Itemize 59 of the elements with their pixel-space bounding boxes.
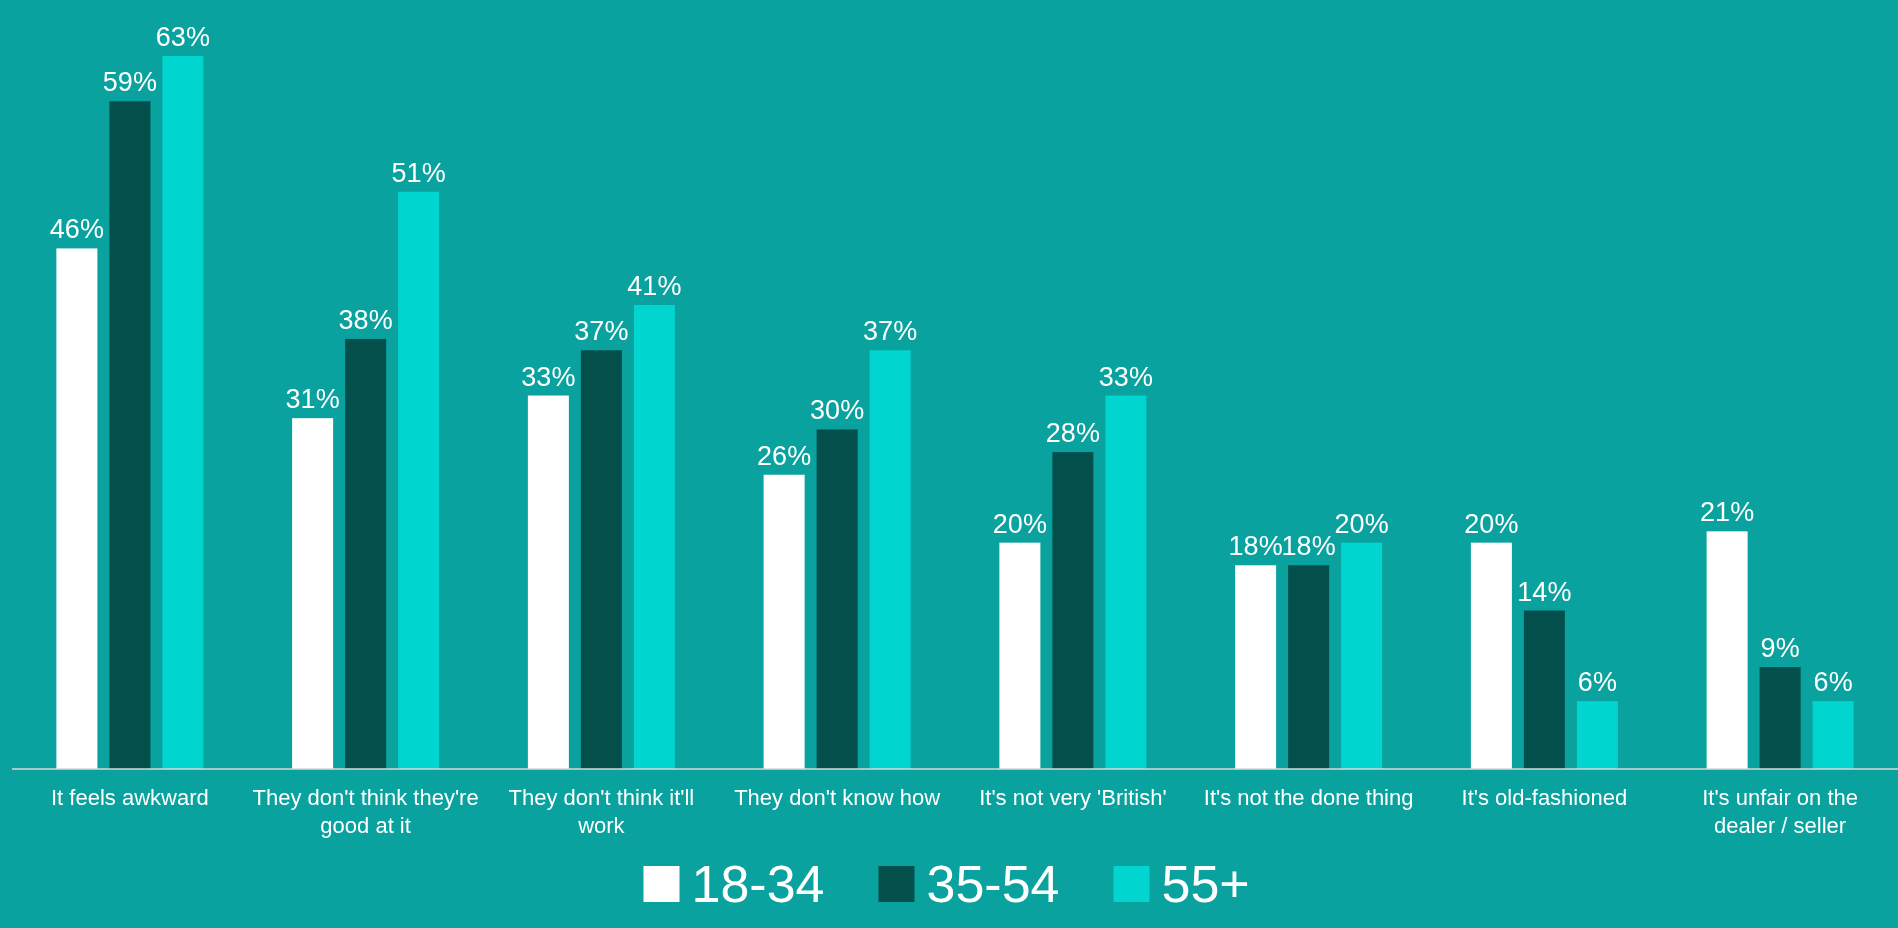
data-label: 18% (1281, 531, 1336, 562)
legend-label: 35-54 (926, 855, 1060, 913)
bar (999, 542, 1041, 769)
data-label: 41% (627, 270, 682, 301)
data-label: 6% (1577, 667, 1617, 698)
bar (345, 338, 387, 769)
legend-label: 18-34 (691, 855, 825, 913)
x-tick-label: It's not very 'British' (979, 785, 1167, 810)
data-label: 59% (102, 67, 157, 98)
data-label: 18% (1228, 531, 1283, 562)
bar (292, 418, 334, 769)
bar (1812, 701, 1854, 769)
data-label: 37% (574, 316, 629, 347)
bar (1052, 452, 1094, 769)
bar (1341, 542, 1383, 769)
data-label: 20% (1334, 508, 1389, 539)
bar (162, 56, 204, 769)
data-label: 21% (1700, 497, 1755, 528)
bar (527, 395, 569, 769)
data-label: 9% (1760, 633, 1800, 664)
bar (1105, 395, 1147, 769)
data-label: 14% (1517, 576, 1572, 607)
x-tick-label: They don't think it'll work (508, 785, 695, 838)
x-tick-label: They don't know how (734, 785, 941, 810)
bar (1523, 610, 1565, 769)
bar (763, 474, 805, 769)
x-tick-label: It's unfair on the dealer / seller (1702, 785, 1859, 838)
data-label: 31% (285, 384, 340, 415)
bar (580, 350, 622, 769)
data-label: 37% (863, 316, 918, 347)
data-label: 28% (1045, 418, 1100, 449)
x-tick-label: It's not the done thing (1203, 785, 1414, 810)
data-label: 63% (155, 22, 210, 52)
data-label: 51% (391, 157, 446, 188)
bar (1706, 531, 1748, 769)
legend-label: 55+ (1161, 855, 1250, 913)
data-label: 26% (757, 440, 812, 471)
bar (869, 350, 911, 769)
bar (633, 304, 675, 769)
x-tick-label: They don't think they're good at it (252, 785, 479, 838)
data-label: 38% (338, 304, 393, 335)
data-label: 30% (810, 395, 865, 426)
bar (56, 248, 98, 769)
data-label: 46% (49, 214, 104, 245)
data-label: 20% (1464, 508, 1519, 539)
x-tick-label: It's old-fashioned (1461, 785, 1628, 810)
data-label: 20% (992, 508, 1047, 539)
x-tick-label: It feels awkward (51, 785, 209, 810)
data-label: 33% (1098, 361, 1153, 392)
bar (1576, 701, 1618, 769)
bar (1235, 565, 1277, 769)
bar (1759, 667, 1801, 769)
bar (398, 191, 440, 769)
data-label: 6% (1813, 667, 1853, 698)
data-label: 33% (521, 361, 576, 392)
bar (1288, 565, 1330, 769)
bar (1470, 542, 1512, 769)
bar (816, 429, 858, 769)
bar (109, 101, 151, 769)
